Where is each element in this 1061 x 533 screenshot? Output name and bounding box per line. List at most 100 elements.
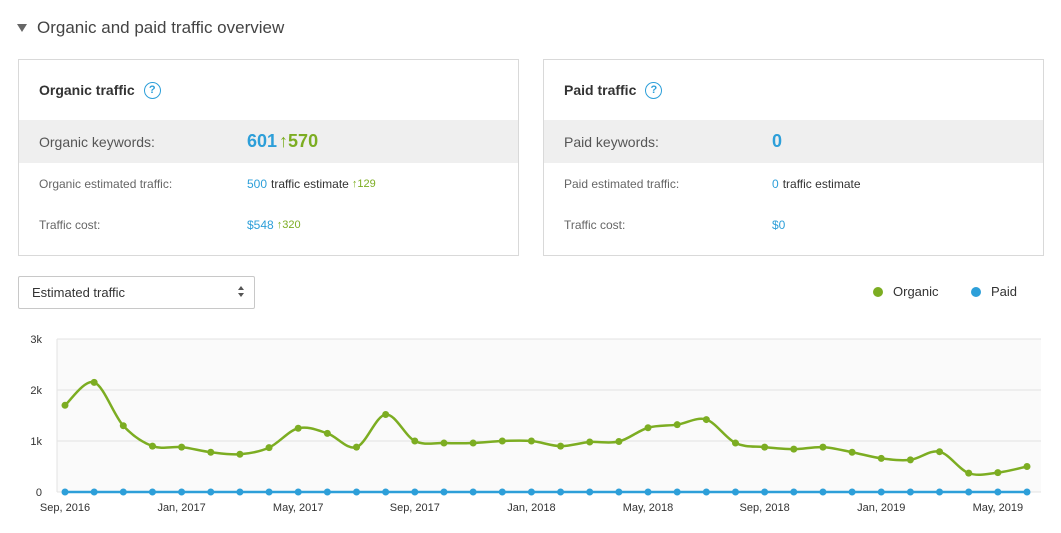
organic-data-point: [644, 424, 652, 432]
organic-data-point: [323, 429, 331, 437]
plot-background: [57, 339, 1041, 492]
organic-traffic-suffix: traffic estimate: [271, 176, 349, 191]
organic-data-point: [90, 378, 98, 386]
organic-data-point: [965, 469, 973, 477]
paid-data-point: [411, 488, 419, 496]
paid-data-point: [644, 488, 652, 496]
organic-traffic-label: Organic estimated traffic:: [39, 176, 173, 191]
paid-dot-icon: [971, 286, 981, 297]
paid-data-point: [906, 488, 914, 496]
organic-data-point: [615, 438, 623, 446]
paid-cost-label: Traffic cost:: [564, 217, 626, 232]
arrow-up-icon: ↑: [276, 218, 283, 231]
metric-select-value: Estimated traffic: [32, 285, 125, 300]
paid-data-point: [178, 488, 186, 496]
organic-traffic-card: Organic traffic ? Organic keywords: 601 …: [18, 59, 519, 256]
organic-card-title: Organic traffic: [39, 82, 135, 98]
section-title: Organic and paid traffic overview: [37, 18, 285, 37]
organic-cost-change: ↑ 320: [276, 218, 301, 231]
organic-data-point: [1023, 463, 1031, 470]
legend-paid-label: Paid: [991, 284, 1018, 299]
organic-data-point: [119, 422, 127, 430]
organic-data-point: [586, 438, 594, 446]
y-tick-label: 3k: [30, 334, 42, 346]
paid-data-point: [469, 488, 477, 496]
organic-data-point: [702, 416, 710, 424]
x-tick-label: Jan, 2017: [157, 502, 205, 514]
organic-data-point: [294, 424, 302, 432]
x-tick-label: Jan, 2018: [507, 502, 555, 514]
paid-cost-value[interactable]: $0: [772, 217, 786, 232]
paid-data-point: [557, 488, 565, 496]
paid-help-icon[interactable]: ?: [645, 81, 663, 99]
paid-data-point: [586, 488, 594, 496]
legend-organic[interactable]: Organic: [873, 284, 939, 299]
organic-data-point: [236, 450, 244, 458]
x-tick-label: May, 2017: [273, 502, 324, 514]
paid-data-point: [702, 488, 710, 496]
organic-series-line: [64, 380, 1028, 477]
paid-data-point: [819, 488, 827, 496]
paid-data-point: [148, 488, 156, 496]
legend-organic-label: Organic: [893, 284, 939, 299]
paid-data-point: [498, 488, 506, 496]
paid-data-point: [965, 488, 973, 496]
organic-cost-label: Traffic cost:: [39, 217, 101, 232]
legend-paid[interactable]: Paid: [971, 284, 1017, 299]
organic-data-point: [848, 448, 856, 456]
metric-select[interactable]: Estimated traffic: [18, 276, 255, 309]
paid-data-point: [790, 488, 798, 496]
paid-traffic-card: Paid traffic ? Paid keywords: 0 Paid est…: [543, 59, 1044, 256]
organic-data-point: [877, 454, 885, 462]
paid-data-point: [61, 488, 69, 496]
paid-keywords-label: Paid keywords:: [564, 133, 659, 150]
paid-data-point: [323, 488, 331, 496]
section-toggle[interactable]: Organic and paid traffic overview: [17, 18, 284, 38]
paid-data-point: [440, 488, 448, 496]
x-tick-label: Jan, 2019: [857, 502, 905, 514]
organic-keywords-label: Organic keywords:: [39, 133, 155, 150]
paid-data-point: [353, 488, 361, 496]
organic-cost-value[interactable]: $548: [247, 217, 274, 232]
x-tick-label: Sep, 2018: [740, 502, 790, 514]
organic-data-point: [936, 448, 944, 456]
paid-data-point: [236, 488, 244, 496]
paid-data-point: [1023, 488, 1031, 496]
organic-keywords-value[interactable]: 601: [247, 131, 278, 151]
organic-data-point: [178, 443, 186, 451]
organic-data-point: [265, 444, 273, 452]
organic-data-point: [819, 443, 827, 451]
paid-keywords-value[interactable]: 0: [772, 131, 783, 151]
x-tick-label: May, 2019: [973, 502, 1024, 514]
paid-data-point: [615, 488, 623, 496]
y-tick-label: 2k: [30, 385, 42, 397]
organic-data-point: [498, 437, 506, 445]
organic-data-point: [469, 439, 477, 447]
paid-data-point: [207, 488, 215, 496]
paid-card-title: Paid traffic: [564, 82, 637, 98]
paid-data-point: [294, 488, 302, 496]
traffic-line-chart: 0 1k 2k 3k Sep, 2016 Jan, 2017 May, 2017 Sep, 2…: [30, 334, 1041, 514]
x-tick-label: May, 2018: [623, 502, 674, 514]
paid-data-point: [994, 488, 1002, 496]
organic-traffic-value[interactable]: 500: [247, 176, 268, 191]
paid-traffic-value[interactable]: 0: [772, 176, 779, 191]
organic-data-point: [557, 442, 565, 450]
paid-data-point: [382, 488, 390, 496]
select-arrows-icon: [238, 286, 244, 297]
organic-data-point: [673, 421, 681, 429]
organic-help-icon[interactable]: ?: [143, 81, 161, 99]
paid-data-point: [848, 488, 856, 496]
collapse-caret-icon[interactable]: [17, 24, 27, 32]
organic-dot-icon: [873, 286, 883, 297]
paid-data-point: [731, 488, 739, 496]
organic-data-point: [440, 439, 448, 447]
organic-data-point: [207, 448, 215, 456]
paid-data-point: [119, 488, 127, 496]
organic-data-point: [731, 439, 739, 447]
paid-data-point: [936, 488, 944, 496]
organic-data-point: [994, 469, 1002, 477]
paid-data-point: [265, 488, 273, 496]
arrow-up-icon: ↑: [351, 177, 358, 190]
organic-data-point: [353, 443, 361, 451]
